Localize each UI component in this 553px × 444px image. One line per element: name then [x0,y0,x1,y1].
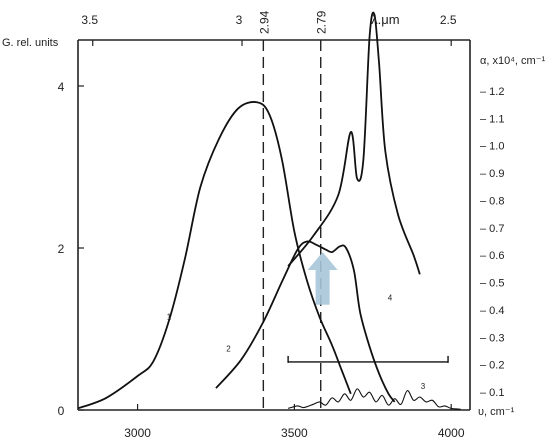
series-layer [77,11,461,410]
right-tick-label: – 0.6 [480,250,504,262]
right-tick-label: – 1.0 [480,141,504,153]
top-tick-label: 2.5 [440,13,457,27]
dashed-markers [262,40,322,410]
series-label-2: 2 [226,345,231,354]
right-tick-label: – 0.2 [480,360,504,372]
left-tick-label: 0 [58,404,65,418]
bottom-tick-label: 3000 [124,426,151,440]
series-line-3 [287,388,461,410]
left-axis-label: G. rel. units [2,37,59,49]
right-tick-label: – 0.4 [480,305,504,317]
right-tick-label: – 0.9 [480,168,504,180]
left-tick-label: 4 [58,80,65,94]
series-label-3: 3 [421,382,426,391]
marker-label: 2.79 [315,10,329,34]
right-axis-label: α, x10⁴, cm⁻¹ [480,55,546,67]
series-line-1 [77,101,352,410]
series-label-4: 4 [388,294,393,303]
right-tick-label: – 0.8 [480,195,504,207]
top-axis-label: λ.μm [371,12,399,27]
series-line-4 [287,11,421,275]
right-tick-label: – 0.3 [480,332,504,344]
bottom-axis-label: υ, cm⁻¹ [478,406,515,418]
right-tick-label: – 1.1 [480,113,504,125]
right-tick-label: – 0.5 [480,278,504,290]
marker-label: 2.94 [257,10,271,34]
bottom-tick-label: 4000 [438,426,465,440]
right-tick-label: – 1.2 [480,86,504,98]
top-tick-label: 3 [236,13,243,27]
series-label-1: 1 [167,312,172,321]
ticks [78,40,452,411]
upward-arrow [307,252,338,305]
series-line-2 [215,240,396,403]
arrow-layer [307,252,338,305]
top-tick-label: 3.5 [81,13,98,27]
right-tick-label: – 0.1 [480,387,504,399]
axes [77,39,471,411]
left-tick-label: 2 [58,242,65,256]
bottom-tick-label: 3500 [281,426,308,440]
right-tick-label: – 0.7 [480,223,504,235]
